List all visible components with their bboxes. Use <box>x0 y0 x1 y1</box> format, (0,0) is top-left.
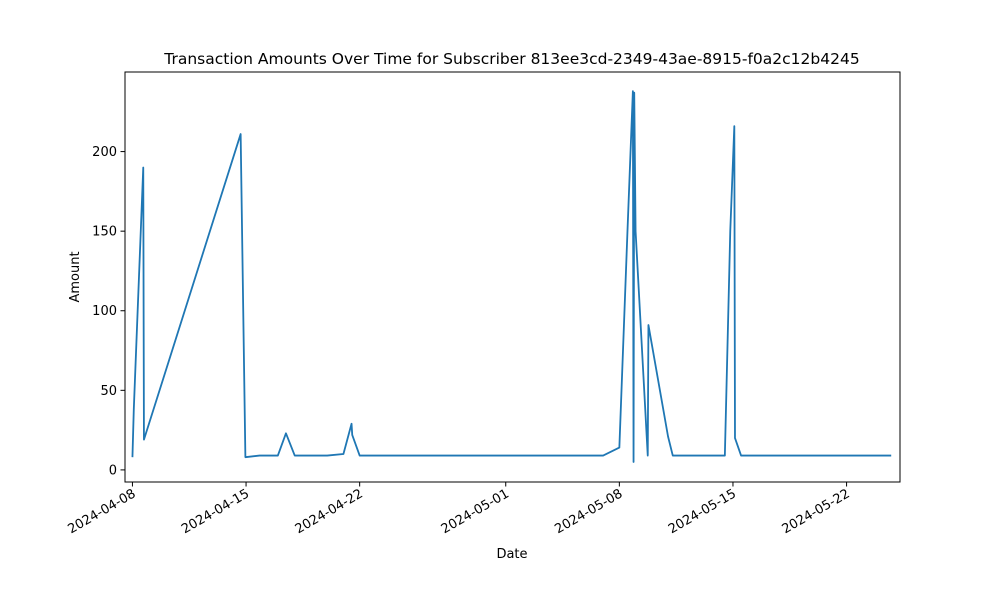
x-tick-label: 2024-05-15 <box>666 486 739 537</box>
y-axis-title: Amount <box>68 251 83 302</box>
x-tick-label: 2024-05-01 <box>439 486 512 537</box>
x-tick-label: 2024-05-08 <box>552 486 625 537</box>
x-tick-label: 2024-04-15 <box>179 486 252 537</box>
y-tick-label: 50 <box>100 384 117 399</box>
plot-area <box>124 71 901 483</box>
x-axis: 2024-04-08 2024-04-15 2024-04-22 2024-05-01… <box>65 482 853 537</box>
chart-title: Transaction Amounts Over Time for Subscr… <box>163 50 859 68</box>
y-axis: 0 50 100 150 200 <box>92 145 125 478</box>
x-axis-title: Date <box>496 547 527 562</box>
y-tick-label: 100 <box>92 304 117 319</box>
series-layer <box>131 90 892 463</box>
x-tick-label: 2024-05-22 <box>780 486 853 537</box>
plot-frame <box>124 71 901 483</box>
y-tick-label: 150 <box>92 225 117 240</box>
x-tick-label: 2024-04-22 <box>293 486 366 537</box>
y-tick-label: 0 <box>109 463 117 478</box>
series-line <box>131 90 892 463</box>
x-tick-label: 2024-04-08 <box>65 486 138 537</box>
y-tick-label: 200 <box>92 145 117 160</box>
